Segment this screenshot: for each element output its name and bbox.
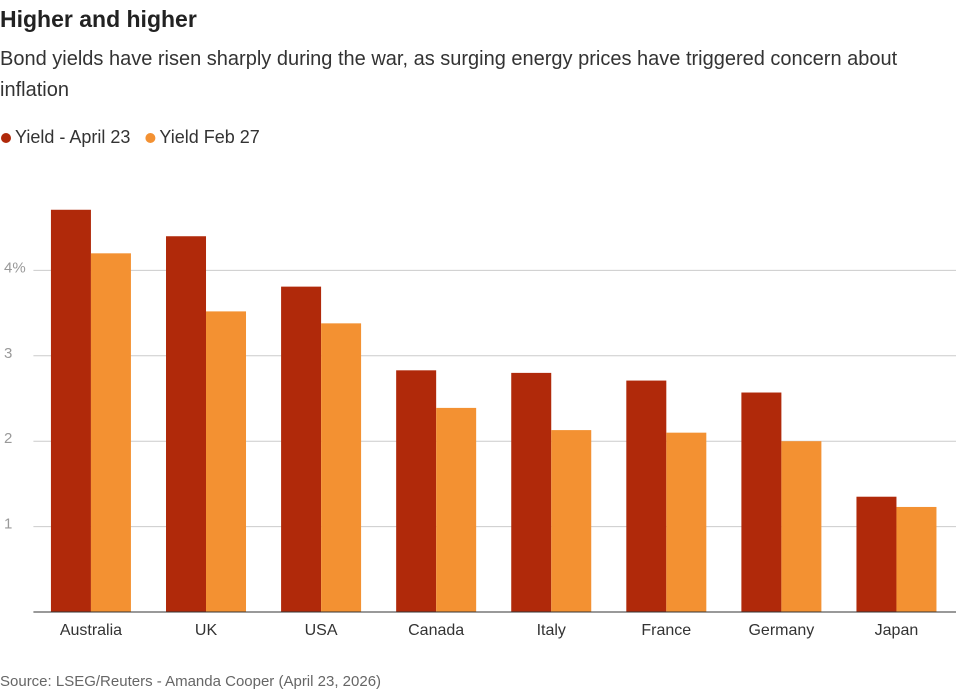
bar — [396, 370, 437, 612]
y-tick-label: 1 — [4, 516, 12, 533]
bar — [741, 392, 782, 612]
bar — [666, 432, 707, 612]
legend-label: Yield - April 23 — [15, 127, 130, 147]
bar — [321, 323, 362, 612]
bar — [50, 209, 91, 613]
chart-title: Higher and higher — [0, 6, 197, 32]
x-tick-label: France — [641, 622, 691, 639]
x-tick-label: USA — [305, 622, 338, 639]
bar — [436, 407, 477, 612]
bar — [90, 253, 131, 612]
legend-marker — [1, 133, 11, 143]
x-tick-label: Japan — [875, 622, 919, 639]
bar — [856, 496, 897, 612]
bar — [206, 311, 247, 612]
x-tick-label: Italy — [537, 622, 566, 639]
legend-label: Yield Feb 27 — [159, 127, 259, 147]
bar — [626, 380, 667, 612]
bar — [896, 506, 937, 612]
bar — [511, 372, 552, 612]
y-tick-label: 4% — [4, 259, 26, 276]
legend-marker — [145, 133, 156, 143]
x-tick-label: UK — [195, 622, 218, 639]
chart-subtitle: Bond yields have risen sharply during th… — [0, 48, 898, 101]
bar — [781, 441, 822, 612]
bar — [166, 236, 207, 613]
x-tick-label: Canada — [408, 622, 464, 639]
bar — [281, 286, 322, 612]
bar — [551, 430, 592, 612]
x-tick-label: Australia — [60, 622, 122, 639]
source: Source: LSEG/Reuters - Amanda Cooper (Ap… — [0, 673, 381, 690]
x-tick-label: Germany — [748, 622, 814, 639]
y-tick-label: 3 — [4, 345, 12, 362]
y-tick-label: 2 — [4, 430, 12, 447]
